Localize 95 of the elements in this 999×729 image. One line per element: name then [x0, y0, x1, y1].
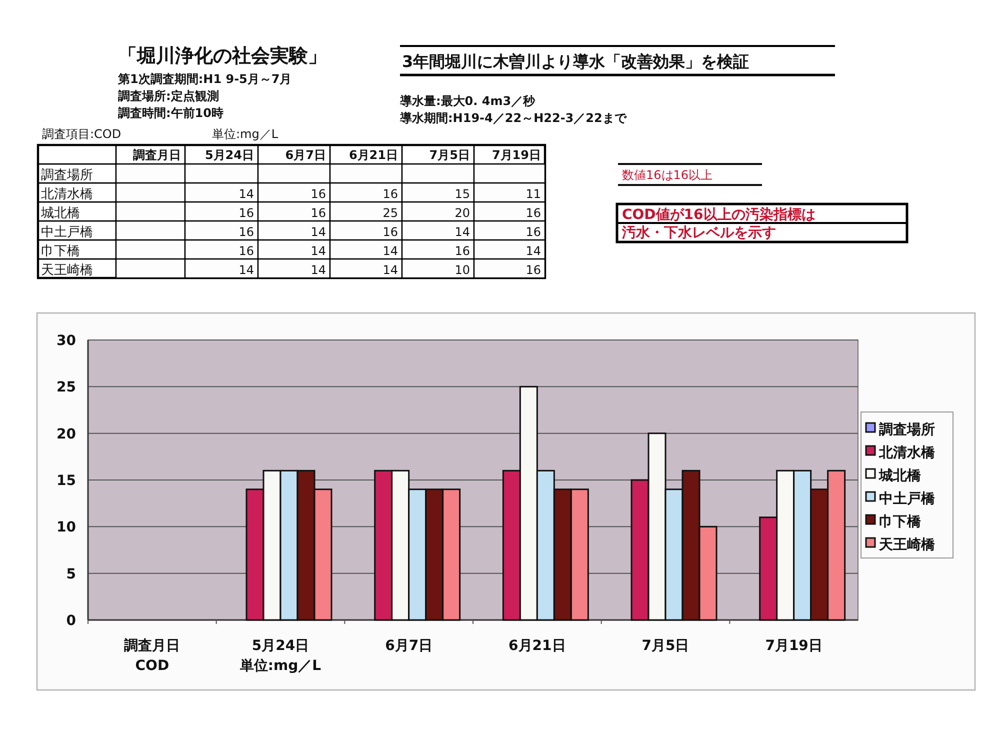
- text: 単位:mg／L: [238, 658, 322, 674]
- text: COD値が16以上の汚染指標は: [622, 206, 816, 223]
- data-label: 14: [310, 244, 326, 258]
- x-tick-label: 6月21日: [348, 148, 398, 162]
- cell: 16: [473, 258, 546, 279]
- y-tick-label: 20: [56, 426, 76, 442]
- data-label: 16: [382, 187, 398, 201]
- legend-label: 北清水橋: [878, 445, 936, 461]
- text: 導水量:最大0. 4m3／秒: [399, 94, 536, 108]
- data-label: 16: [238, 244, 254, 258]
- text: 第1次調査期間:H1 9-5月～7月: [117, 72, 292, 86]
- data-label: 16: [310, 187, 326, 201]
- text: COD: [135, 658, 170, 674]
- legend-label: 巾下橋: [879, 514, 922, 530]
- cell: 16: [184, 239, 259, 260]
- data-label: 25: [382, 206, 398, 220]
- data-label: 16: [382, 225, 398, 239]
- data-label: 10: [454, 263, 470, 277]
- data-label: 16: [454, 244, 470, 258]
- x-tick-label: 6月21日: [508, 638, 566, 654]
- x-tick-label: 6月7日: [385, 638, 433, 654]
- data-label: 11: [526, 187, 541, 201]
- data-label: 14: [238, 187, 254, 201]
- data-label: 14: [238, 263, 254, 277]
- data-label: 14: [454, 225, 470, 239]
- cell: 14: [184, 182, 259, 203]
- y-tick-label: 15: [56, 473, 76, 489]
- cell: 16: [473, 201, 546, 222]
- data-label: 14: [310, 263, 326, 277]
- cell: 14: [473, 239, 546, 260]
- text: 3年間堀川に木曽川より導水「改善効果」を検証: [402, 52, 750, 71]
- data-label: 14: [310, 225, 326, 239]
- cell: 25: [329, 201, 403, 222]
- cell: 16: [184, 220, 259, 241]
- cell: 14: [329, 239, 403, 260]
- y-tick-label: 25: [56, 380, 76, 396]
- y-tick-label: 10: [56, 520, 76, 536]
- y-tick-label: 巾下橋: [41, 244, 80, 259]
- x-tick-label: 7月5日: [429, 148, 470, 162]
- cell: 16: [329, 220, 403, 241]
- x-tick-label: 7月19日: [765, 638, 822, 654]
- data-label: 14: [382, 244, 398, 258]
- x-tick-label: 5月24日: [252, 638, 310, 654]
- cell: 11: [473, 182, 546, 203]
- legend-label: 中土戸橋: [879, 491, 936, 507]
- chart-title: 「堀川浄化の社会実験」: [118, 45, 327, 67]
- data-label: 16: [526, 225, 541, 239]
- data-label: 20: [454, 206, 470, 220]
- y-tick-label: 0: [66, 613, 76, 629]
- cell: 14: [401, 220, 475, 241]
- y-tick-label: 5: [66, 566, 76, 582]
- cell: 16: [257, 201, 331, 222]
- cell: 14: [257, 220, 331, 241]
- cell: 14: [257, 239, 331, 260]
- text: 単位:mg／L: [212, 127, 278, 141]
- data-label: 16: [526, 263, 541, 277]
- x-tick-label: 7月5日: [642, 638, 690, 654]
- text: 調査時間:午前10時: [117, 106, 224, 120]
- cell: 16: [329, 182, 403, 203]
- cell: 10: [401, 258, 475, 279]
- data-label: 15: [454, 187, 470, 201]
- y-tick-label: 天王崎橋: [41, 263, 93, 278]
- text: 汚水・下水レベルを示す: [621, 225, 776, 241]
- cell: 16: [257, 182, 331, 203]
- y-tick-label: 30: [56, 333, 76, 349]
- x-tick-label: 7月19日: [492, 148, 541, 162]
- cell: 16: [473, 220, 546, 241]
- data-label: 16: [310, 206, 326, 220]
- y-tick-label: 中土戸橋: [41, 225, 93, 240]
- data-label: 16: [238, 206, 254, 220]
- y-tick-label: 北清水橋: [41, 187, 93, 202]
- cell: 16: [401, 239, 475, 260]
- data-label: 16: [526, 206, 541, 220]
- y-tick-label: 城北橋: [40, 206, 80, 221]
- legend-label: 調査場所: [879, 421, 935, 438]
- x-tick-label: 調査月日: [124, 637, 180, 654]
- cell: 16: [184, 201, 259, 222]
- text: 調査項目:COD: [42, 127, 122, 141]
- text: 数値16は16以上: [622, 168, 713, 182]
- x-tick-label: 5月24日: [204, 148, 254, 162]
- x-tick-label: 6月7日: [285, 148, 326, 162]
- data-label: 16: [238, 225, 254, 239]
- x-tick-label: 調査月日: [132, 148, 181, 162]
- legend-label: 城北橋: [878, 468, 922, 484]
- legend-label: 天王崎橋: [878, 537, 936, 553]
- text: 調査場所:定点観測: [117, 89, 219, 103]
- y-tick-label: 調査場所: [41, 168, 93, 183]
- data-label: 14: [526, 244, 541, 258]
- data-label: 14: [382, 263, 398, 277]
- cell: 14: [329, 258, 403, 279]
- cell: 20: [401, 201, 475, 222]
- cell: 14: [257, 258, 331, 279]
- cell: 15: [401, 182, 475, 203]
- text: 導水期間:H19-4／22～H22-3／22まで: [399, 111, 628, 125]
- cell: 14: [184, 258, 259, 279]
